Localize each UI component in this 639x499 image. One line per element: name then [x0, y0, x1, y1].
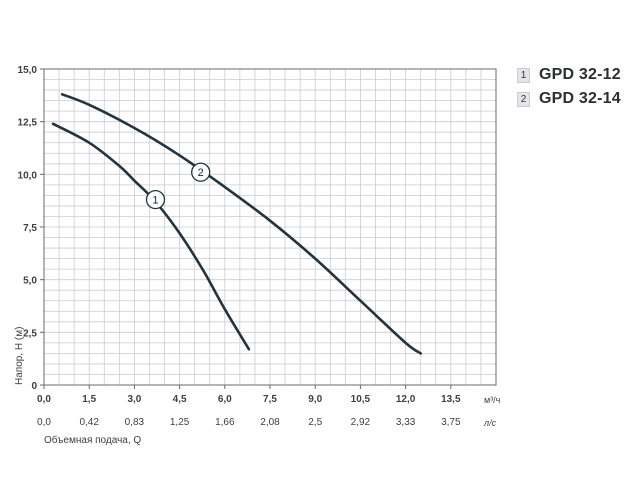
- x2-tick-label: 2,08: [260, 417, 280, 428]
- x-tick-label: 13,5: [441, 394, 461, 405]
- x-axis-ticks: 0,0 1,5 3,0 4,5 6,0 7,5 9,0 10,5 12,0 13,5: [37, 385, 461, 405]
- curve-label-number: 2: [198, 167, 204, 179]
- x2-unit-label: л/с: [483, 418, 497, 428]
- curve-series-2: [60, 93, 422, 355]
- x2-tick-label: 0,42: [79, 417, 99, 428]
- legend-series-name: GPD 32-12: [539, 66, 621, 83]
- x-tick-label: 4,5: [173, 394, 187, 405]
- y-axis-ticks: 0 2,5 5,0 7,5 10,0 12,5 15,0: [18, 65, 44, 392]
- x2-tick-label: 0,0: [37, 417, 51, 428]
- x-tick-label: 10,5: [351, 394, 371, 405]
- x-tick-label: 3,0: [127, 394, 141, 405]
- curve-label-circle: [191, 162, 211, 182]
- x2-axis-ticks: 0,0 0,42 0,83 1,25 1,66 2,08 2,5 2,92 3,33 3,75: [37, 417, 461, 428]
- x2-axis-label: Объемная подача, Q: [44, 434, 141, 446]
- legend-series-name: GPD 32-14: [539, 90, 621, 107]
- legend-item-1: 1 GPD 32-12: [517, 66, 621, 84]
- y-tick-label: 0: [31, 381, 37, 392]
- x-tick-label: 0,0: [37, 394, 51, 405]
- chart-grid: [44, 69, 496, 385]
- y-tick-label: 12,5: [18, 118, 38, 129]
- y-axis-label: Напор, H (м): [14, 327, 25, 385]
- x2-tick-label: 3,75: [441, 417, 461, 428]
- y-tick-label: 7,5: [23, 223, 37, 234]
- x-tick-label: 12,0: [396, 394, 416, 405]
- curve-label-number: 1: [152, 195, 158, 207]
- x-unit-label: м³/ч: [484, 395, 501, 405]
- x2-tick-label: 2,5: [308, 417, 322, 428]
- x-tick-label: 1,5: [82, 394, 96, 405]
- x-tick-label: 6,0: [218, 394, 232, 405]
- y-tick-label: 10,0: [18, 170, 38, 181]
- x2-tick-label: 2,92: [351, 417, 371, 428]
- legend-number-badge: 2: [517, 91, 530, 107]
- x2-tick-label: 0,83: [125, 417, 145, 428]
- curves: [51, 93, 422, 355]
- y-tick-label: 5,0: [23, 276, 37, 287]
- x2-tick-label: 1,25: [170, 417, 190, 428]
- legend-number-badge: 1: [517, 67, 530, 83]
- x-tick-label: 9,0: [308, 394, 322, 405]
- legend-item-2: 2 GPD 32-14: [517, 90, 621, 108]
- x2-tick-label: 1,66: [215, 417, 235, 428]
- y-tick-label: 2,5: [23, 328, 37, 339]
- curve-series-1: [51, 122, 251, 351]
- curve-label-circle: [145, 189, 166, 210]
- x-tick-label: 7,5: [263, 394, 277, 405]
- curve-labels: 12: [145, 162, 211, 210]
- y-tick-label: 15,0: [18, 65, 38, 76]
- x2-tick-label: 3,33: [396, 417, 416, 428]
